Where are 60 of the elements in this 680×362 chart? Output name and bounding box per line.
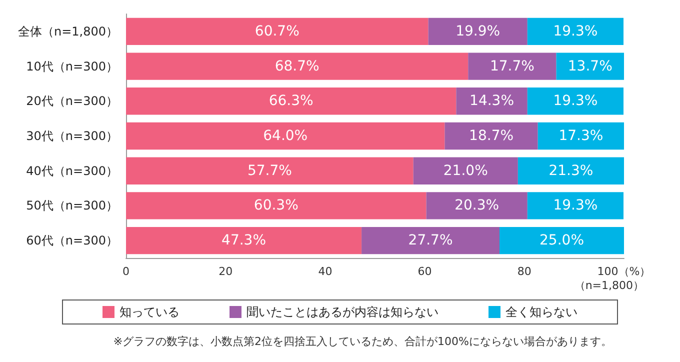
bar <box>500 226 624 254</box>
y-tick-label: 全体（n=1,800） <box>18 24 118 38</box>
data-label: 19.3% <box>553 198 598 214</box>
data-label: 17.7% <box>490 58 534 74</box>
data-label: 19.9% <box>456 23 500 40</box>
bar <box>556 52 624 80</box>
data-label: 25.0% <box>540 232 584 249</box>
data-label: 14.3% <box>470 93 514 110</box>
bar <box>456 88 528 115</box>
data-label: 19.3% <box>553 23 598 40</box>
x-tick-label: 40 <box>318 265 332 278</box>
x-tick-label: 80 <box>517 265 532 278</box>
y-tick-label: 50代（n=300） <box>26 198 118 213</box>
bar <box>362 226 500 254</box>
x-tick-label: 20 <box>218 265 233 278</box>
bar <box>428 18 528 46</box>
bar <box>538 122 624 150</box>
legend-label: 聞いたことはあるが内容は知らない <box>246 305 438 319</box>
data-label: 68.7% <box>274 58 320 74</box>
y-tick-label: 30代（n=300） <box>26 129 118 143</box>
y-tick-label: 60代（n=300） <box>26 234 118 248</box>
data-label: 20.3% <box>454 198 500 214</box>
data-label: 66.3% <box>268 93 314 110</box>
data-label: 47.3% <box>222 232 266 249</box>
data-label: 18.7% <box>469 128 514 144</box>
data-label: 21.3% <box>548 162 594 179</box>
y-tick-label: 20代（n=300） <box>26 94 118 108</box>
legend-label: 知っている <box>120 305 180 319</box>
data-label: 17.3% <box>558 128 604 144</box>
x-tick-label: 100（%） <box>597 265 651 278</box>
data-label: 60.7% <box>254 23 300 40</box>
bar <box>126 226 362 254</box>
bar <box>126 18 428 46</box>
bar <box>413 157 518 184</box>
data-label: 60.3% <box>254 198 298 214</box>
data-label: 19.3% <box>553 93 598 110</box>
data-label: 57.7% <box>247 162 292 179</box>
data-label: 64.0% <box>263 128 308 144</box>
bar <box>527 192 624 220</box>
bar <box>426 192 528 220</box>
text: （n=1,800） <box>574 279 644 292</box>
bar <box>468 52 556 80</box>
bar <box>518 157 624 184</box>
bar <box>126 192 426 220</box>
x-tick-label: 0 <box>122 265 130 278</box>
y-tick-label: 40代（n=300） <box>26 164 118 178</box>
bar <box>527 18 624 46</box>
bar <box>126 157 414 184</box>
bar <box>126 122 445 150</box>
data-label: 27.7% <box>408 232 453 249</box>
data-label: 21.0% <box>443 162 488 179</box>
data-label: 13.7% <box>568 58 612 74</box>
text: ※グラフの数字は、小数点第2位を四捨五入しているため、合計が100%にならない場合があります。 <box>113 335 612 348</box>
x-tick-label: 60 <box>418 265 432 278</box>
bar <box>444 122 538 150</box>
legend-label: 全く知らない <box>506 305 578 319</box>
bar <box>126 88 456 115</box>
bar <box>126 52 468 80</box>
bar <box>527 88 624 115</box>
y-tick-label: 10代（n=300） <box>26 59 118 74</box>
